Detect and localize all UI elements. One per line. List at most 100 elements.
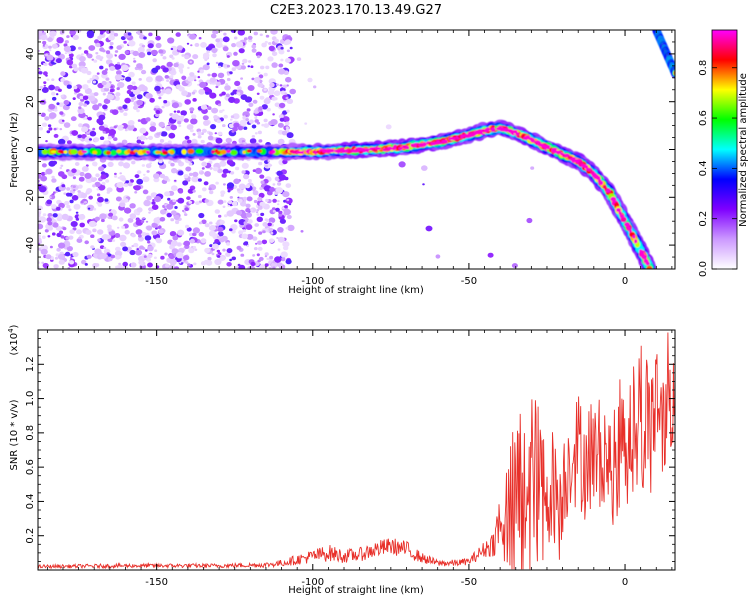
noise-speckle xyxy=(66,204,71,209)
noise-speckle xyxy=(42,32,47,35)
colorbar-tick-label: 0.6 xyxy=(698,110,709,126)
noise-speckle xyxy=(117,176,120,179)
noise-speckle xyxy=(101,80,107,86)
noise-speckle xyxy=(259,264,267,269)
noise-speckle xyxy=(147,51,152,56)
noise-speckle xyxy=(259,201,266,207)
noise-speckle xyxy=(254,116,258,119)
noise-speckle xyxy=(92,80,97,84)
noise-speckle xyxy=(133,242,139,248)
noise-speckle xyxy=(145,220,149,223)
noise-speckle xyxy=(216,249,221,253)
noise-speckle xyxy=(53,133,59,138)
noise-speckle xyxy=(133,60,137,63)
heatmap-y-axis-label: Frequency (Hz) xyxy=(9,112,20,188)
noise-speckle xyxy=(78,236,82,240)
track-blob xyxy=(246,149,252,153)
noise-speckle xyxy=(275,83,279,86)
noise-speckle xyxy=(141,69,147,75)
noise-speckle xyxy=(203,120,210,126)
noise-speckle xyxy=(39,85,44,90)
noise-speckle xyxy=(106,93,115,100)
noise-speckle xyxy=(271,51,278,57)
noise-speckle xyxy=(210,124,217,130)
noise-speckle xyxy=(58,102,64,107)
noise-speckle xyxy=(219,219,225,225)
noise-speckle xyxy=(56,102,60,106)
noise-speckle xyxy=(76,238,83,243)
noise-speckle xyxy=(66,140,72,145)
track-blob xyxy=(515,131,520,136)
track-blob xyxy=(474,130,481,134)
noise-speckle xyxy=(119,172,122,175)
noise-speckle xyxy=(232,60,240,67)
noise-speckle xyxy=(253,247,258,251)
track-blob xyxy=(366,148,370,153)
noise-speckle xyxy=(68,260,75,265)
noise-speckle xyxy=(107,136,113,140)
noise-speckle xyxy=(272,198,277,203)
noise-speckle xyxy=(273,90,281,96)
noise-speckle xyxy=(51,91,56,96)
noise-speckle xyxy=(237,30,245,36)
noise-speckle xyxy=(58,202,65,209)
noise-speckle xyxy=(145,76,153,83)
noise-speckle xyxy=(185,261,189,264)
noise-speckle xyxy=(71,63,78,69)
noise-speckle xyxy=(167,140,172,144)
noise-speckle xyxy=(307,77,313,83)
noise-speckle xyxy=(217,226,224,232)
noise-speckle xyxy=(197,76,201,79)
noise-speckle xyxy=(48,49,52,52)
noise-speckle xyxy=(38,223,44,230)
noise-speckle xyxy=(229,258,233,262)
noise-speckle xyxy=(124,50,130,55)
track-blob xyxy=(59,150,65,154)
noise-speckle xyxy=(258,192,265,198)
noise-speckle xyxy=(131,160,136,165)
noise-speckle xyxy=(92,228,97,233)
noise-speckle xyxy=(186,196,191,201)
noise-speckle xyxy=(86,188,93,194)
noise-speckle xyxy=(158,159,163,164)
noise-speckle xyxy=(96,188,100,191)
noise-speckle xyxy=(190,44,193,47)
noise-speckle xyxy=(233,36,238,40)
noise-speckle xyxy=(78,101,84,107)
noise-speckle xyxy=(205,91,209,95)
noise-speckle xyxy=(169,258,177,266)
noise-speckle xyxy=(148,211,151,214)
noise-speckle xyxy=(60,235,65,239)
noise-speckle xyxy=(217,103,222,107)
noise-speckle xyxy=(163,100,168,104)
y-tick-label: -20 xyxy=(25,189,36,205)
noise-speckle xyxy=(207,106,212,110)
noise-speckle xyxy=(188,200,193,204)
noise-speckle xyxy=(231,256,236,261)
noise-speckle xyxy=(135,249,143,256)
noise-speckle xyxy=(181,54,185,57)
noise-speckle xyxy=(237,86,242,91)
noise-speckle xyxy=(88,138,92,141)
noise-speckle xyxy=(189,33,197,40)
noise-speckle xyxy=(139,127,147,134)
noise-speckle xyxy=(229,228,233,232)
noise-speckle xyxy=(92,104,100,111)
figure-title: C2E3.2023.170.13.49.G27 xyxy=(270,3,442,18)
noise-speckle xyxy=(147,253,153,259)
track-blob xyxy=(133,149,139,153)
noise-speckle xyxy=(215,85,219,89)
noise-speckle xyxy=(286,49,290,53)
noise-speckle xyxy=(188,172,193,177)
noise-speckle xyxy=(38,266,41,269)
track-blob xyxy=(321,148,328,153)
noise-speckle xyxy=(217,131,223,136)
noise-speckle xyxy=(240,77,244,80)
noise-speckle xyxy=(51,175,55,179)
noise-speckle xyxy=(286,198,290,202)
noise-speckle xyxy=(189,60,192,64)
noise-speckle xyxy=(68,53,74,58)
noise-speckle xyxy=(164,252,168,256)
signal-track xyxy=(38,30,675,269)
noise-speckle xyxy=(222,168,229,174)
